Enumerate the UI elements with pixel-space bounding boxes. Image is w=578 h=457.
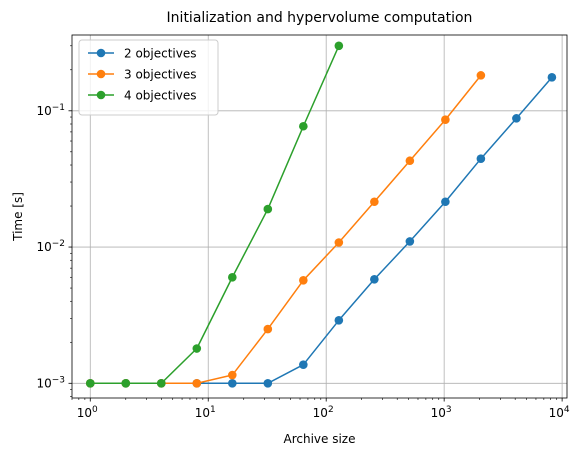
data-point (512, 114, 521, 123)
data-point (334, 238, 344, 247)
data-point (370, 274, 379, 284)
data-point (156, 378, 166, 388)
data-point (405, 156, 415, 166)
data-point (263, 204, 273, 214)
x-tick-label: 100 (77, 405, 98, 420)
y-axis-ticks: 10−3 10−2 10−1 (36, 45, 72, 397)
data-point (476, 154, 486, 164)
data-point (299, 276, 308, 285)
y-tick-label: 10−3 (36, 375, 65, 390)
x-tick-label: 102 (313, 405, 334, 420)
data-point (441, 115, 450, 125)
x-tick-label: 103 (431, 405, 452, 420)
legend-label: 2 objectives (124, 47, 197, 61)
plot-frame (71, 34, 568, 399)
chart-title: Initialization and hypervolume computati… (167, 10, 473, 26)
x-tick-label: 104 (549, 405, 570, 420)
data-point (121, 378, 131, 388)
y-tick-label: 10−1 (36, 103, 65, 118)
x-axis-ticks: 100 101 102 103 104 (71, 398, 570, 420)
series-3 (85, 41, 344, 388)
data-point (263, 378, 273, 388)
legend-label: 3 objectives (124, 68, 197, 82)
data-point (299, 360, 308, 369)
x-axis-label: Archive size (284, 432, 356, 446)
data-point (299, 121, 308, 131)
data-point (85, 378, 95, 388)
x-tick-label: 101 (195, 405, 216, 420)
data-point (192, 344, 202, 353)
series-layer (85, 41, 557, 388)
y-axis-label: Time [s] (11, 192, 25, 242)
legend-marker (96, 69, 106, 79)
legend-marker (96, 90, 106, 100)
data-point (405, 237, 415, 246)
y-tick-label: 10−2 (36, 239, 65, 254)
data-point (228, 272, 237, 282)
data-point (370, 197, 379, 207)
legend-marker (96, 48, 106, 58)
data-point (263, 324, 273, 334)
series-line (90, 45, 340, 385)
legend-box (78, 39, 219, 116)
data-point (228, 378, 237, 388)
data-point (547, 73, 557, 82)
data-point (192, 378, 202, 388)
data-point (476, 71, 486, 80)
data-point (334, 41, 344, 51)
data-point (228, 370, 237, 380)
data-point (441, 197, 450, 207)
legend: 2 objectives 3 objectives 4 objectives (78, 39, 219, 116)
legend-label: 4 objectives (124, 89, 197, 103)
data-point (334, 315, 344, 325)
